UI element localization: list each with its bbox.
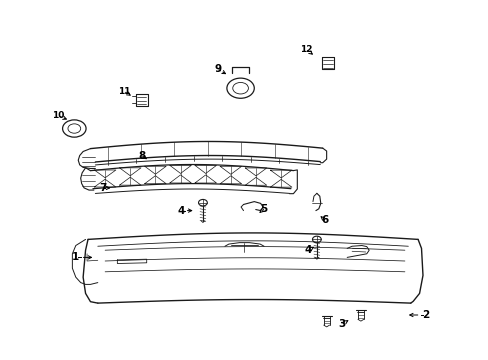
Text: 4: 4: [177, 206, 184, 216]
Text: 4: 4: [304, 245, 311, 255]
Text: 3: 3: [338, 319, 345, 329]
Text: 6: 6: [321, 215, 328, 225]
Text: 5: 5: [260, 204, 267, 214]
Text: 10: 10: [52, 111, 65, 120]
Text: 1: 1: [72, 252, 79, 262]
Text: 8: 8: [138, 150, 145, 161]
Text: 11: 11: [118, 87, 131, 96]
Text: 9: 9: [214, 64, 221, 74]
Text: 7: 7: [99, 183, 106, 193]
Text: 2: 2: [421, 310, 428, 320]
Text: 12: 12: [300, 45, 312, 54]
